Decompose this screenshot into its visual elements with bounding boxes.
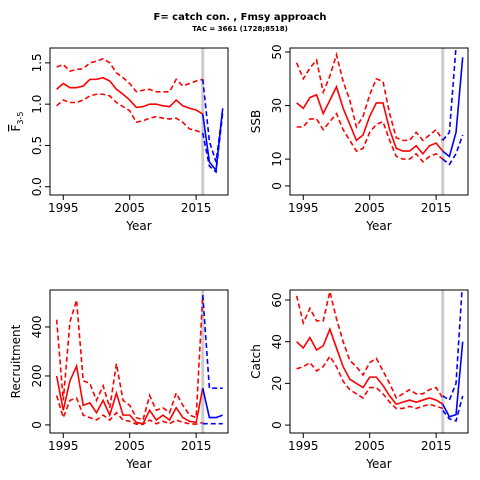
y-tick-label: 0 [30, 421, 44, 429]
plot-area [295, 290, 464, 433]
series-line [442, 57, 464, 158]
axes-frame [49, 47, 229, 196]
y-tick-label: 1.5 [30, 53, 44, 72]
y-tick-label: 0.0 [30, 177, 44, 196]
series-line [296, 112, 444, 163]
axes-frame [289, 289, 469, 434]
y-tick-label: 60 [270, 292, 284, 307]
x-axis-label: Year [125, 219, 151, 233]
x-tick-label: 2005 [354, 439, 385, 453]
y-tick-label: 20 [270, 376, 284, 391]
x-tick-label: 2015 [421, 201, 452, 215]
plot-area [55, 290, 223, 433]
y-axis-label: Recruitment [9, 324, 23, 398]
series-line [295, 291, 444, 400]
series-line [442, 290, 463, 402]
series-line [55, 295, 204, 422]
series-line [442, 134, 464, 166]
series-line [296, 84, 444, 156]
x-tick-label: 2005 [114, 201, 145, 215]
plot-area [56, 48, 224, 195]
axes-frame [49, 289, 229, 434]
y-tick-label: 0 [270, 421, 284, 429]
y-axis-label-main: SSB [249, 110, 263, 133]
series-line [201, 112, 224, 174]
series-line [55, 363, 204, 425]
y-tick-label: 200 [30, 364, 44, 387]
series-line [55, 395, 203, 426]
axes-frame [289, 47, 469, 196]
y-axis-label-main: Recruitment [9, 324, 23, 398]
y-tick-label: 50 [270, 44, 284, 59]
y-tick-label: 400 [30, 316, 44, 339]
x-tick-label: 2005 [354, 201, 385, 215]
y-tick-label: 40 [270, 334, 284, 349]
y-tick-label: 0.5 [30, 136, 44, 155]
y-axis-label: SSB [249, 110, 263, 133]
x-tick-label: 1995 [48, 439, 79, 453]
x-tick-label: 2005 [114, 439, 145, 453]
x-tick-label: 2015 [181, 439, 212, 453]
x-tick-label: 2015 [421, 439, 452, 453]
x-tick-label: 1995 [288, 439, 319, 453]
series-line [442, 48, 457, 141]
series-line [201, 79, 224, 163]
chart-subtitle: TAC = 3661 (1728;8518) [192, 25, 288, 33]
series-line [56, 57, 203, 93]
x-axis-label: Year [365, 219, 391, 233]
series-line [56, 76, 204, 115]
y-tick-label: 10 [270, 151, 284, 166]
series-line [442, 341, 464, 418]
y-tick-label: 30 [270, 98, 284, 113]
y-tick-label: 0 [270, 182, 284, 190]
series-line [296, 326, 444, 406]
series-line [201, 388, 223, 419]
x-axis-label: Year [365, 457, 391, 471]
y-axis-label: Catch [249, 344, 263, 379]
y-axis-label: F3-5 [9, 112, 25, 132]
y-axis-label-sub: 3-5 [16, 112, 25, 125]
chart-title: F= catch con. , Fmsy approach [153, 12, 326, 23]
series-line [201, 295, 223, 389]
x-tick-label: 1995 [288, 201, 319, 215]
x-tick-label: 1995 [48, 201, 79, 215]
series-line [296, 354, 443, 410]
series-line [295, 51, 444, 142]
y-axis-label-main: F [9, 124, 23, 131]
y-tick-label: 1.0 [30, 95, 44, 114]
x-axis-label: Year [125, 457, 151, 471]
y-axis-label-main: Catch [249, 344, 263, 379]
x-tick-label: 2015 [181, 201, 212, 215]
series-line [56, 93, 204, 134]
plot-area [295, 48, 464, 195]
